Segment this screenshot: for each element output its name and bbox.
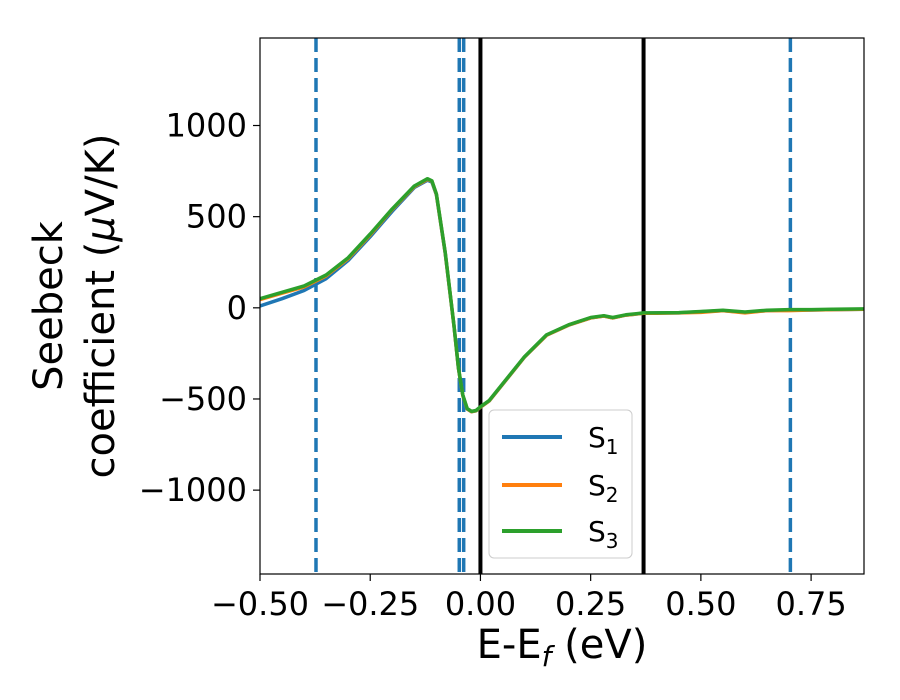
legend-label-s2: S2	[588, 469, 619, 507]
reference-lines	[314, 38, 793, 574]
y-tick-label-1000: −1000	[139, 471, 247, 509]
plot-frame	[259, 37, 865, 575]
y-axis-label-line2: coefficient (μV/K)	[78, 134, 124, 479]
series-line-s3	[260, 176, 864, 414]
x-axis-label: E-Ef (eV)	[477, 622, 648, 673]
x-tick-label-0-5: 0.50	[665, 585, 736, 623]
x-tick-label-0-5: −0.50	[211, 585, 309, 623]
y-axis-label: Seebeck coefficient (μV/K)	[26, 134, 124, 479]
x-tick-label-0-75: 0.75	[775, 585, 846, 623]
y-axis-ticks: 1000 500 0 −500 −1000	[139, 107, 260, 509]
legend-label-s3: S3	[588, 515, 619, 553]
x-tick-label-0-25: −0.25	[321, 585, 419, 623]
legend-label-s1: S1	[588, 421, 619, 459]
y-tick-label-1000: 1000	[166, 107, 247, 145]
series-lines	[260, 176, 864, 414]
x-tick-label-0: 0.00	[445, 585, 516, 623]
x-axis-ticks: −0.50 −0.25 0.00 0.25 0.50 0.75	[211, 574, 847, 623]
y-axis-label-line1: Seebeck	[26, 220, 72, 391]
x-tick-label-0-25: 0.25	[555, 585, 626, 623]
y-tick-label-0: 0	[227, 289, 247, 327]
legend: S1 S2 S3	[488, 409, 633, 559]
y-tick-label-500: −500	[159, 380, 247, 418]
y-tick-label-500: 500	[186, 198, 247, 236]
